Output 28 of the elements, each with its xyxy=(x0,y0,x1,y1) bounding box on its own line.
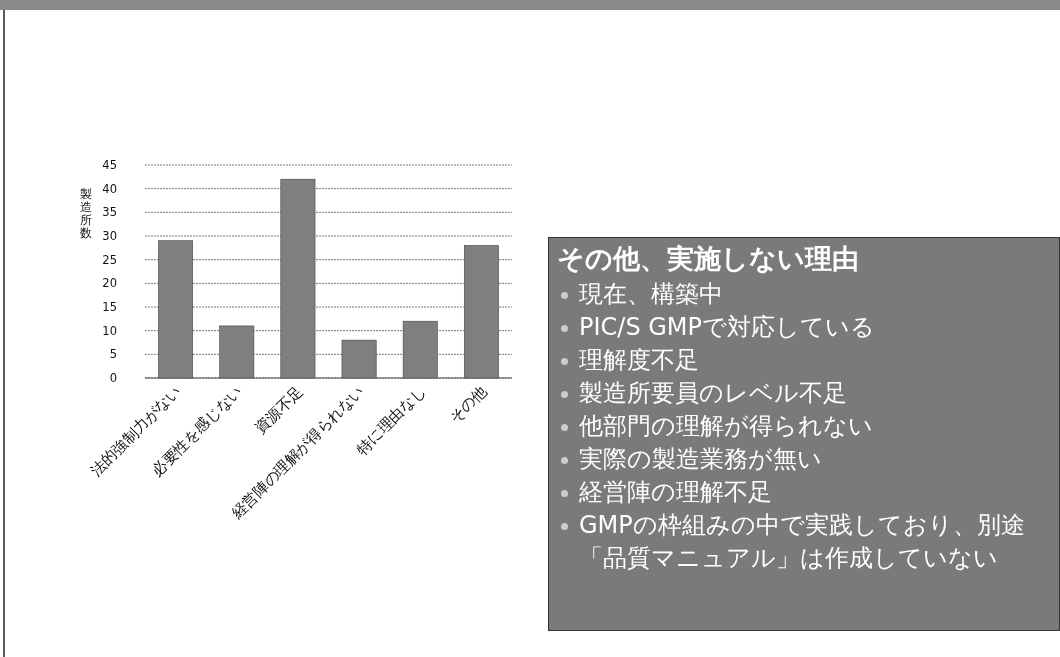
y-tick-label: 15 xyxy=(102,300,117,314)
bar xyxy=(341,339,377,379)
y-tick-label: 5 xyxy=(109,347,117,362)
bar xyxy=(219,325,255,379)
y-tick-label: 30 xyxy=(102,229,117,243)
bar xyxy=(463,245,499,379)
text: PIC/S GMPで対応している xyxy=(579,313,876,341)
y-tick-label: 10 xyxy=(102,323,117,338)
y-axis-title: 製造所数 xyxy=(80,187,92,240)
bar xyxy=(402,320,438,379)
y-tick-label: 20 xyxy=(102,276,117,291)
text: 他部門の理解が得られない xyxy=(579,412,873,440)
text: 製造所要員のレベル不足 xyxy=(579,379,847,407)
y-tick-label: 0 xyxy=(109,371,117,385)
x-tick-label: その他 xyxy=(445,382,491,427)
text: 経営陣の理解不足 xyxy=(579,478,772,506)
text: 現在、構築中 xyxy=(579,280,723,308)
y-tick-label: 45 xyxy=(102,158,117,172)
text: その他、実施しない理由 xyxy=(557,242,860,276)
text: 理解度不足 xyxy=(579,346,699,374)
bar xyxy=(158,240,194,379)
y-tick-label: 35 xyxy=(102,205,117,220)
y-tick-label: 40 xyxy=(102,181,117,196)
x-tick-label: 資源不足 xyxy=(251,382,307,438)
text: 実際の製造業務が無い xyxy=(579,445,822,473)
bar xyxy=(280,178,316,379)
y-tick-label: 25 xyxy=(102,252,117,267)
text: GMPの枠組みの中で実践しており、別途「品質マニュアル」は作成していない xyxy=(579,511,1025,572)
